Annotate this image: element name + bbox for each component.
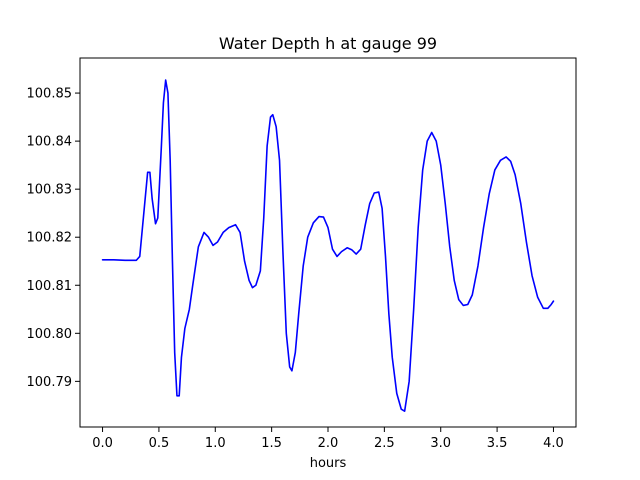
x-axis: 0.0 0.5 1.0 1.5 2.0 2.5 3.0 3.5 4.0 (92, 427, 564, 451)
x-axis-label: hours (310, 456, 347, 471)
x-tick-label: 3.5 (487, 436, 508, 451)
x-tick-label: 4.0 (543, 436, 564, 451)
y-tick-label: 100.81 (27, 279, 73, 294)
y-tick-label: 100.80 (27, 327, 73, 342)
y-axis: 100.79 100.80 100.81 100.82 100.83 100.84 100.… (27, 87, 80, 390)
chart-title: Water Depth h at gauge 99 (219, 34, 437, 53)
x-tick-label: 0.5 (149, 436, 170, 451)
series-layer (101, 79, 555, 412)
y-tick-label: 100.82 (27, 231, 73, 246)
y-tick-label: 100.83 (27, 183, 73, 198)
plot-area (80, 58, 576, 427)
y-tick-label: 100.79 (27, 375, 73, 390)
y-tick-label: 100.84 (27, 135, 73, 150)
x-tick-label: 0.0 (92, 436, 113, 451)
x-tick-label: 2.5 (374, 436, 395, 451)
series-line-0 (101, 79, 555, 412)
x-tick-label: 3.0 (430, 436, 451, 451)
y-tick-label: 100.85 (27, 87, 73, 102)
x-tick-label: 1.0 (205, 436, 226, 451)
x-tick-label: 1.5 (261, 436, 282, 451)
x-tick-label: 2.0 (318, 436, 339, 451)
